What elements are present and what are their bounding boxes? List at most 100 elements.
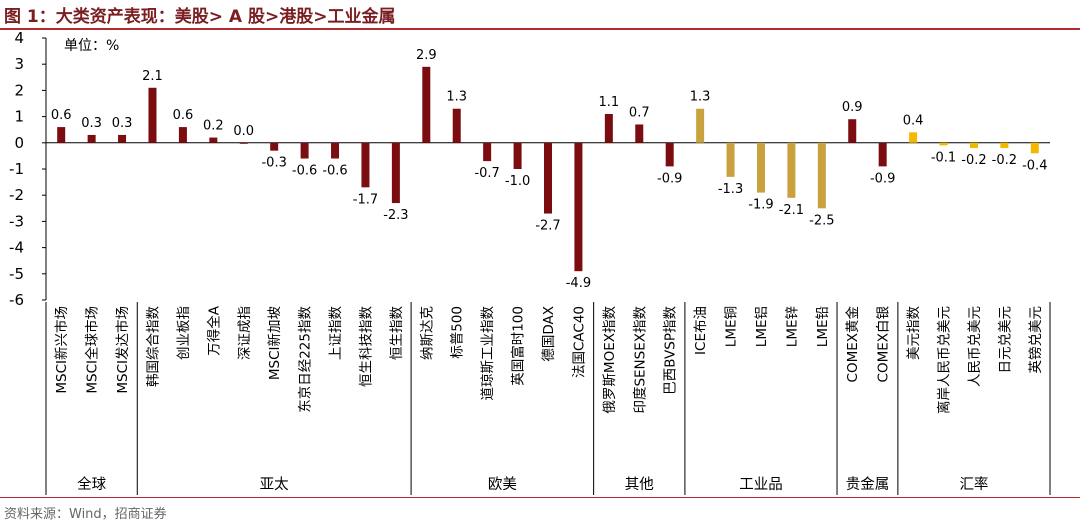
group-label: 欧美 [488,476,517,493]
category-label: 恒生指数 [389,306,405,360]
value-label: -0.6 [292,164,317,179]
group-label: 其他 [625,476,654,493]
bar [726,142,735,177]
category-label: 英镑兑美元 [1027,306,1044,374]
bar [391,142,400,204]
group-label: 工业品 [739,476,783,493]
value-label: 0.6 [173,108,194,123]
unit-label: 单位：% [64,38,119,54]
value-label: -1.9 [748,198,773,213]
category-label: 创业板指 [176,306,192,360]
bar [118,134,127,143]
value-label: 2.1 [142,69,163,84]
value-label: 0.3 [81,116,102,131]
bar [969,142,978,149]
bar [878,142,887,167]
value-label: 0.2 [203,119,224,134]
category-label: LME铜 [724,306,740,347]
value-label: -4.9 [566,276,591,291]
y-tick-label: -5 [9,265,24,283]
bar [1030,142,1039,154]
y-tick-label: -3 [9,212,24,230]
y-tick-label: 2 [14,81,24,99]
category-label: MSCI全球市场 [84,306,101,394]
bar [848,119,857,143]
category-label: MSCI新加坡 [267,306,283,381]
category-label: LME铅 [815,306,831,347]
category-label: MSCI新兴市场 [53,306,70,394]
value-label: -0.6 [322,164,347,179]
value-label: -0.4 [1022,158,1047,173]
bar [57,127,66,143]
value-label: -2.7 [535,219,560,234]
bar [483,142,492,162]
category-label: 东京日经225指数 [298,306,314,413]
category-label: 上证指数 [328,306,344,360]
bar [452,108,461,143]
value-label: -0.2 [961,153,986,168]
category-label: 日元兑美元 [997,306,1013,374]
group-label: 汇率 [959,476,988,493]
value-label: 0.9 [842,100,863,115]
category-label: 美元指数 [906,306,922,360]
value-label: 1.3 [446,90,467,105]
value-label: -0.3 [261,156,286,171]
value-label: 0.4 [903,113,924,128]
bar [513,142,522,169]
value-label: -0.2 [992,153,1017,168]
category-label: LME锌 [784,306,800,347]
figure-title: 图 1：大类资产表现：美股> A 股>港股>工业金属 [4,7,396,27]
value-label: -1.3 [718,182,743,197]
y-tick-label: 1 [14,108,24,126]
bar [696,108,705,143]
value-label: 0.7 [629,105,650,120]
value-label: -1.0 [505,174,530,189]
bar [300,142,309,159]
category-label: 巴西BVSP指数 [663,306,679,395]
y-tick-label: -6 [9,291,24,309]
y-tick-label: 4 [14,29,24,47]
category-label: 标普500 [450,306,466,359]
category-label: 人民币兑美元 [967,306,983,387]
bar [209,137,218,143]
category-label: 德国DAX [541,306,557,362]
value-label: 2.9 [416,48,437,63]
value-label: -0.9 [657,171,682,186]
category-label: LME铝 [754,306,770,347]
group-label: 贵金属 [846,476,890,493]
category-label: 道琼斯工业指数 [480,306,496,401]
bar [604,113,613,143]
category-label: COMEX白银 [876,306,892,383]
bar [361,142,370,188]
value-label: -0.1 [931,150,956,165]
category-label: 韩国综合指数 [145,306,161,387]
value-label: -2.3 [383,208,408,223]
bar [756,142,765,193]
category-label: 离岸人民币兑美元 [936,306,953,414]
bar [635,124,644,143]
source-note: 资料来源：Wind，招商证券 [4,507,167,522]
category-label: 纳斯达克 [419,306,435,360]
y-tick-label: -1 [9,160,24,178]
value-label: 0.6 [51,108,72,123]
y-tick-label: -4 [9,239,24,257]
value-label: 1.3 [690,90,711,105]
bar [331,142,340,159]
title-rule [0,28,1080,30]
bar [574,142,583,272]
value-label: 1.1 [599,95,620,110]
y-tick-label: -2 [9,186,24,204]
group-label: 亚太 [260,476,289,493]
category-label: 恒生科技指数 [358,306,374,387]
category-label: 深证成指 [237,306,253,360]
value-label: -0.9 [870,171,895,186]
category-label: MSCI发达市场 [114,306,131,394]
category-label: 英国富时100 [510,306,527,386]
source-rule [0,497,1080,498]
category-label: ICE布油 [693,306,709,355]
bar [1000,142,1009,149]
value-label: -2.5 [809,213,834,228]
bar [787,142,796,198]
y-tick-label: 3 [14,55,24,73]
